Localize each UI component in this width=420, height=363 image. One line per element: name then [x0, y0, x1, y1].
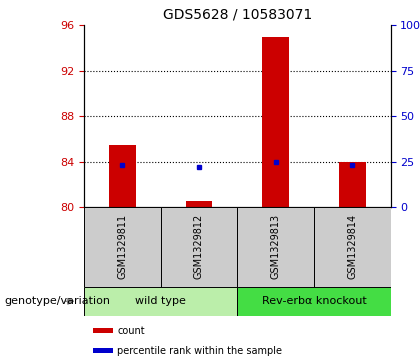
Bar [93, 328, 113, 333]
Text: genotype/variation: genotype/variation [4, 296, 110, 306]
Bar [237, 207, 314, 287]
Text: percentile rank within the sample: percentile rank within the sample [117, 346, 282, 356]
Bar [339, 162, 366, 207]
Title: GDS5628 / 10583071: GDS5628 / 10583071 [163, 8, 312, 21]
Bar [84, 207, 160, 287]
Text: Rev-erbα knockout: Rev-erbα knockout [262, 296, 366, 306]
Bar [84, 287, 237, 316]
Text: GSM1329811: GSM1329811 [117, 214, 127, 280]
Bar [160, 207, 237, 287]
Text: GSM1329813: GSM1329813 [270, 214, 281, 280]
Text: count: count [117, 326, 145, 336]
Bar [93, 348, 113, 353]
Bar [314, 207, 391, 287]
Text: GSM1329814: GSM1329814 [347, 214, 357, 280]
Text: GSM1329812: GSM1329812 [194, 214, 204, 280]
Bar [186, 201, 213, 207]
Bar [237, 287, 391, 316]
Bar [262, 37, 289, 207]
Bar [109, 144, 136, 207]
Text: wild type: wild type [135, 296, 186, 306]
